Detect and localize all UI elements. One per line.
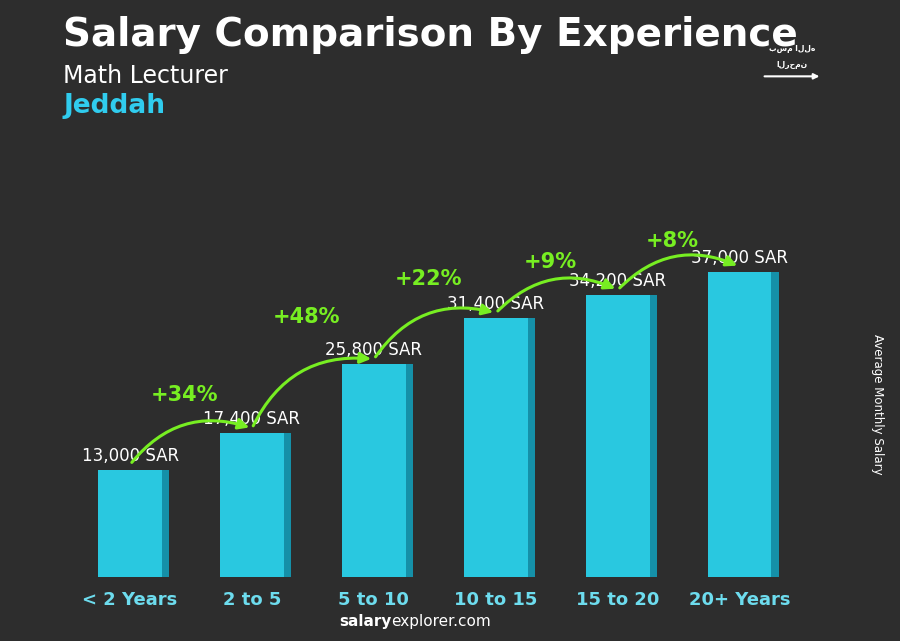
Text: 37,000 SAR: 37,000 SAR: [691, 249, 788, 267]
Polygon shape: [162, 470, 169, 577]
Text: +34%: +34%: [151, 385, 219, 404]
Polygon shape: [771, 272, 778, 577]
Polygon shape: [406, 364, 413, 577]
Text: Math Lecturer: Math Lecturer: [63, 64, 228, 88]
Text: 17,400 SAR: 17,400 SAR: [203, 410, 301, 428]
Text: 31,400 SAR: 31,400 SAR: [447, 295, 544, 313]
Text: +9%: +9%: [524, 252, 577, 272]
Text: salary: salary: [339, 615, 392, 629]
Text: 13,000 SAR: 13,000 SAR: [82, 447, 178, 465]
Polygon shape: [284, 433, 291, 577]
Text: +48%: +48%: [273, 307, 340, 327]
Polygon shape: [220, 433, 284, 577]
Text: explorer.com: explorer.com: [392, 615, 491, 629]
Text: Salary Comparison By Experience: Salary Comparison By Experience: [63, 16, 797, 54]
Text: Average Monthly Salary: Average Monthly Salary: [871, 333, 884, 474]
Polygon shape: [650, 295, 657, 577]
Text: الرحمن: الرحمن: [777, 60, 807, 69]
Text: 34,200 SAR: 34,200 SAR: [569, 272, 666, 290]
Text: +22%: +22%: [395, 269, 463, 289]
Text: Jeddah: Jeddah: [63, 93, 165, 119]
Polygon shape: [98, 470, 162, 577]
Polygon shape: [708, 272, 771, 577]
Polygon shape: [464, 318, 527, 577]
Text: +8%: +8%: [646, 231, 699, 251]
Text: بسم الله: بسم الله: [769, 44, 815, 53]
Polygon shape: [586, 295, 650, 577]
Polygon shape: [527, 318, 535, 577]
Text: 25,800 SAR: 25,800 SAR: [326, 341, 422, 359]
Polygon shape: [342, 364, 406, 577]
